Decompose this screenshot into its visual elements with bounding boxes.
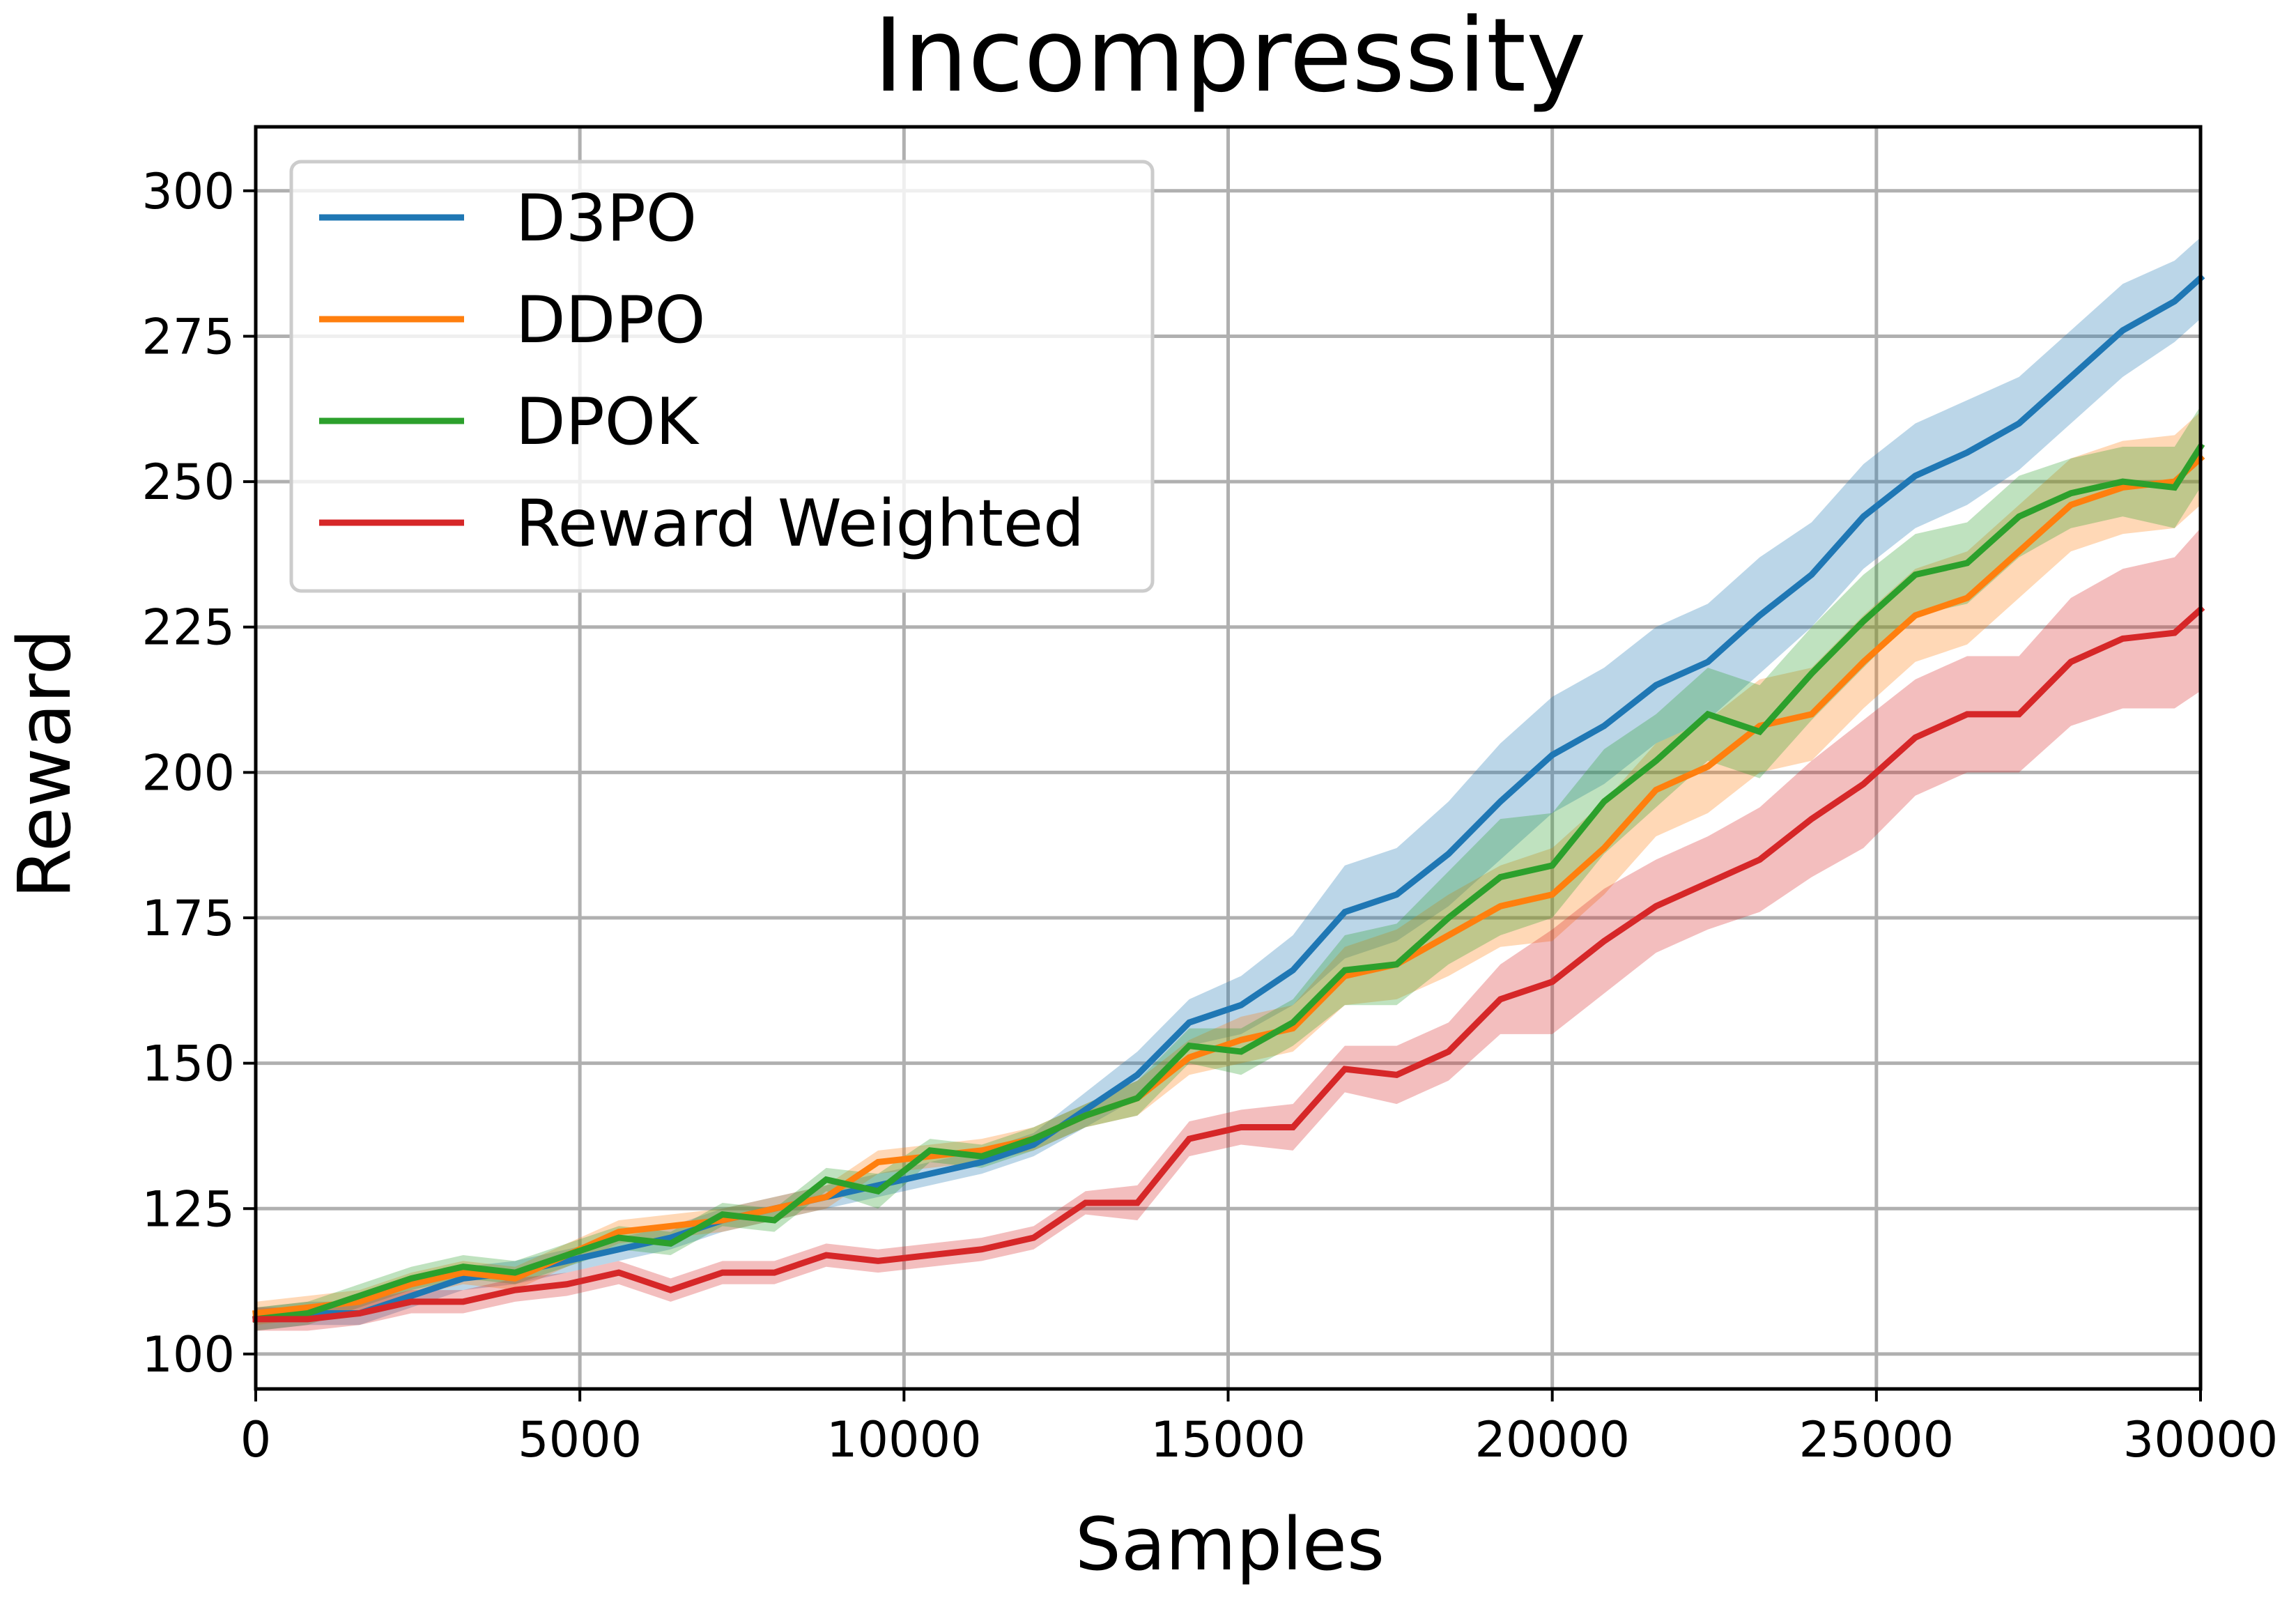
y-tick-label: 275 xyxy=(141,308,235,365)
x-tick-label: 20000 xyxy=(1474,1411,1630,1468)
legend-label: DDPO xyxy=(516,282,706,358)
x-tick-label: 10000 xyxy=(826,1411,982,1468)
y-tick-label: 250 xyxy=(141,454,235,511)
x-tick-label: 5000 xyxy=(518,1411,642,1468)
y-tick-label: 200 xyxy=(141,744,235,801)
series-line-reward-weighted xyxy=(252,605,2205,1323)
series-line-d3po xyxy=(252,273,2205,1323)
legend-box xyxy=(289,160,1155,593)
y-tick-label: 175 xyxy=(141,890,235,947)
legend: D3PO DDPO DPOK Reward Weighted xyxy=(289,160,1155,593)
series-line-dpok xyxy=(252,442,2205,1323)
chart-title: Incompressity xyxy=(873,0,1586,115)
legend-label: D3PO xyxy=(516,180,697,256)
legend-label: DPOK xyxy=(516,384,700,459)
x-axis-label: Samples xyxy=(1075,1502,1385,1587)
y-tick-label: 150 xyxy=(141,1036,235,1093)
y-tick-label: 300 xyxy=(141,163,235,220)
axis-ticks: 0 5000 10000 15000 20000 25000 30000 100 125 150 1… xyxy=(141,163,2278,1468)
y-tick-label: 125 xyxy=(141,1181,235,1238)
confidence-band-dpok xyxy=(256,406,2201,1331)
x-tick-label: 15000 xyxy=(1150,1411,1306,1468)
x-tick-label: 30000 xyxy=(2123,1411,2279,1468)
series-lines xyxy=(252,273,2205,1323)
y-tick-label: 225 xyxy=(141,599,235,656)
y-axis-label: Reward xyxy=(2,629,87,898)
confidence-bands xyxy=(256,237,2201,1331)
x-tick-label: 25000 xyxy=(1798,1411,1954,1468)
legend-label: Reward Weighted xyxy=(516,486,1084,561)
x-tick-label: 0 xyxy=(240,1411,272,1468)
y-tick-label: 100 xyxy=(141,1326,235,1383)
